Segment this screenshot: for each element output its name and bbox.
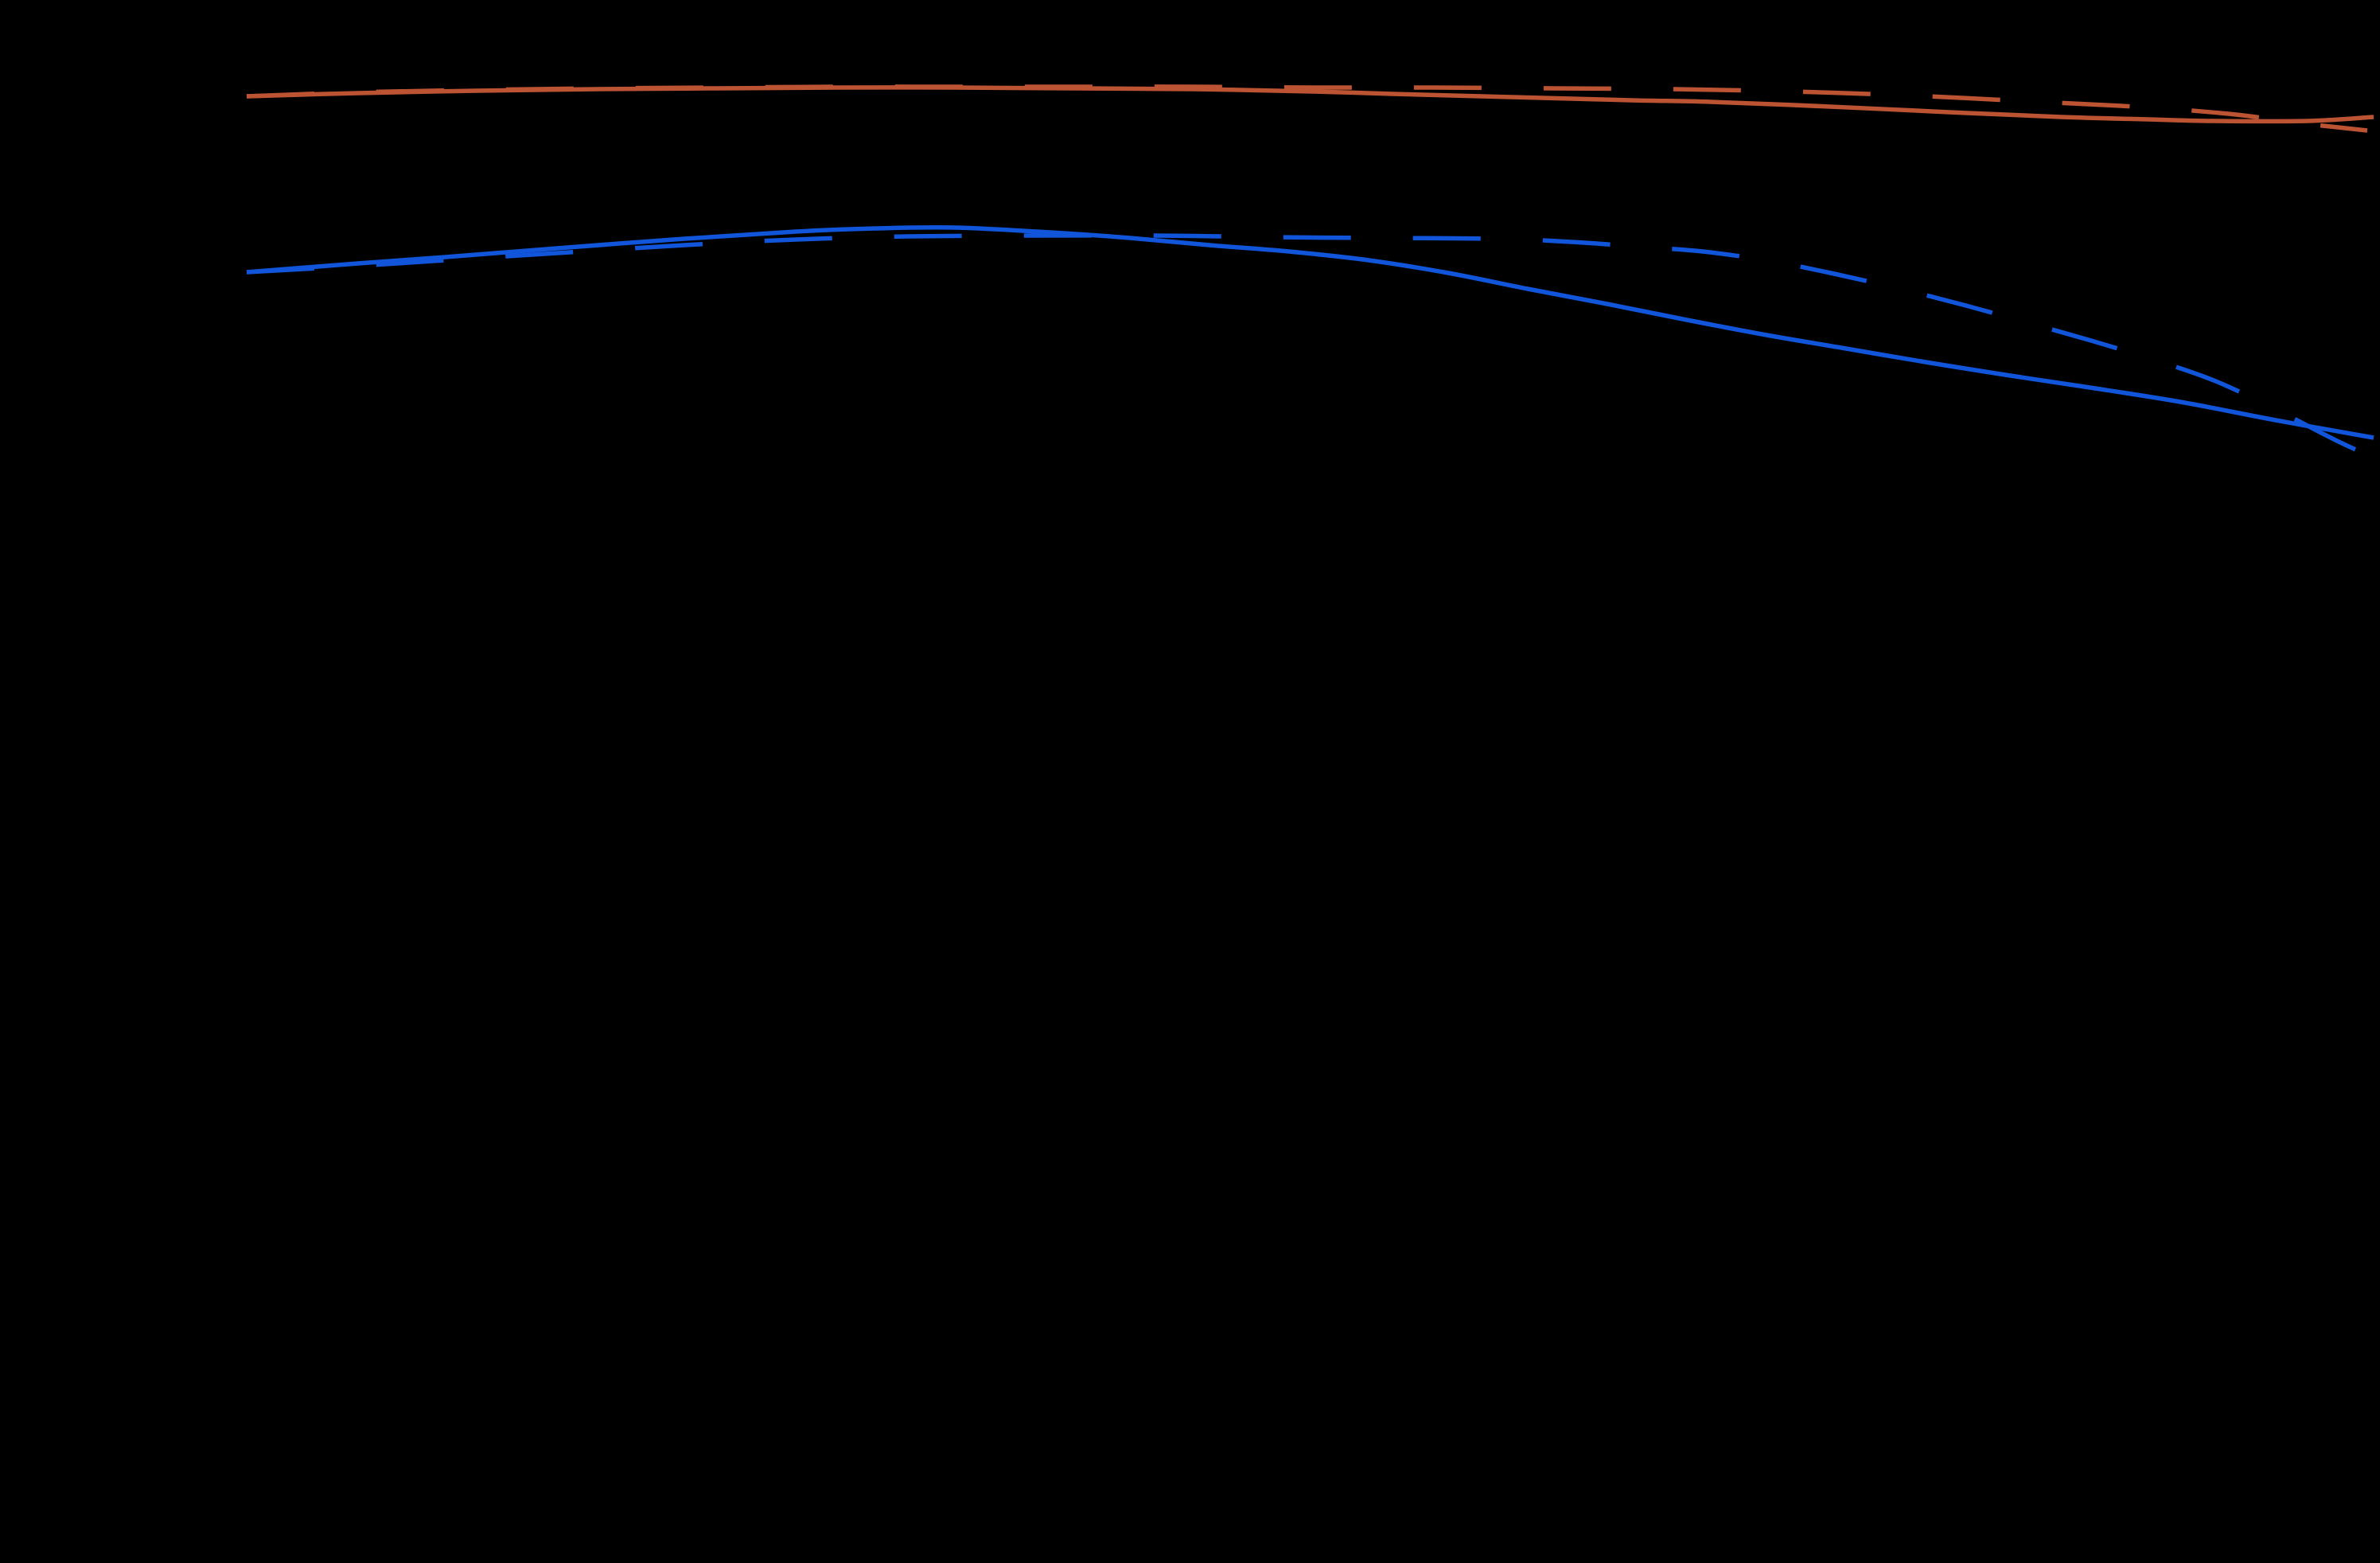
blue-dashed-line [246, 233, 2375, 460]
orange-dashed-line [246, 84, 2368, 133]
orange-solid-line [246, 85, 2374, 124]
blue-solid-line [246, 224, 2374, 440]
